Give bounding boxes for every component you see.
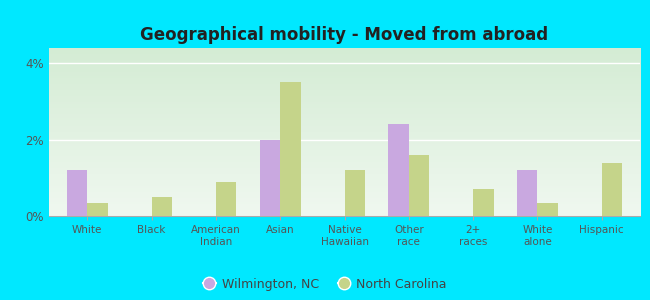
Bar (151, 197, 172, 216)
Bar (67, 170, 87, 216)
Bar (388, 124, 409, 216)
Bar (87, 202, 108, 216)
Legend: Wilmington, NC, North Carolina: Wilmington, NC, North Carolina (203, 278, 447, 291)
Bar (409, 155, 430, 216)
Bar (473, 189, 493, 216)
Bar (517, 170, 538, 216)
Title: Geographical mobility - Moved from abroad: Geographical mobility - Moved from abroa… (140, 26, 549, 44)
Bar (602, 163, 622, 216)
Bar (344, 170, 365, 216)
Bar (280, 82, 301, 216)
Bar (259, 140, 280, 216)
Bar (538, 202, 558, 216)
Bar (216, 182, 237, 216)
